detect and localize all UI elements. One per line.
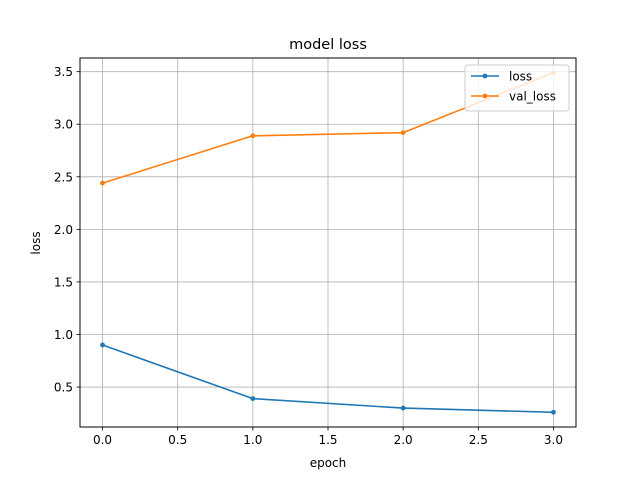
- data-point-val-loss: [250, 133, 256, 139]
- y-tick-label: 2.5: [54, 170, 73, 184]
- data-point-val-loss: [400, 130, 406, 136]
- legend-entry-loss: loss: [471, 70, 532, 84]
- x-axis-label: epoch: [310, 456, 347, 470]
- series-loss: [100, 342, 556, 415]
- data-point-loss: [551, 409, 556, 415]
- legend-swatch-marker: [482, 93, 488, 99]
- y-tick-label: 0.5: [54, 381, 73, 395]
- data-point-val-loss: [100, 180, 105, 186]
- y-tick-label: 3.5: [54, 65, 73, 79]
- y-axis-label: loss: [29, 231, 43, 254]
- x-tick-label: 2.0: [394, 433, 413, 447]
- x-tick-label: 3.0: [544, 433, 563, 447]
- x-tick-label: 1.0: [243, 433, 262, 447]
- grid: [80, 58, 576, 427]
- y-tick-label: 1.0: [54, 328, 73, 342]
- series-line-loss: [101, 343, 555, 414]
- data-point-loss: [250, 396, 256, 402]
- legend-entry-val-loss: val_loss: [471, 90, 556, 104]
- x-tick-label: 0.5: [168, 433, 187, 447]
- legend: loss val_loss: [464, 64, 570, 112]
- legend-label: val_loss: [509, 90, 556, 104]
- y-tick-label: 3.0: [54, 118, 73, 132]
- data-point-loss: [400, 405, 406, 411]
- ticks: 0.0 0.5 1.0 1.5 2.0 2.5 3.0 0.5 1.0 1.5 2.0 2.5 3.0 3…: [54, 65, 563, 447]
- x-tick-label: 2.5: [469, 433, 488, 447]
- y-tick-label: 1.5: [54, 275, 73, 289]
- x-tick-label: 1.5: [318, 433, 337, 447]
- y-tick-label: 2.0: [54, 223, 73, 237]
- data-point-loss: [100, 342, 105, 348]
- legend-swatch-marker: [482, 73, 488, 79]
- x-tick-label: 0.0: [93, 433, 112, 447]
- chart-title: model loss: [289, 37, 367, 53]
- legend-label: loss: [509, 70, 532, 84]
